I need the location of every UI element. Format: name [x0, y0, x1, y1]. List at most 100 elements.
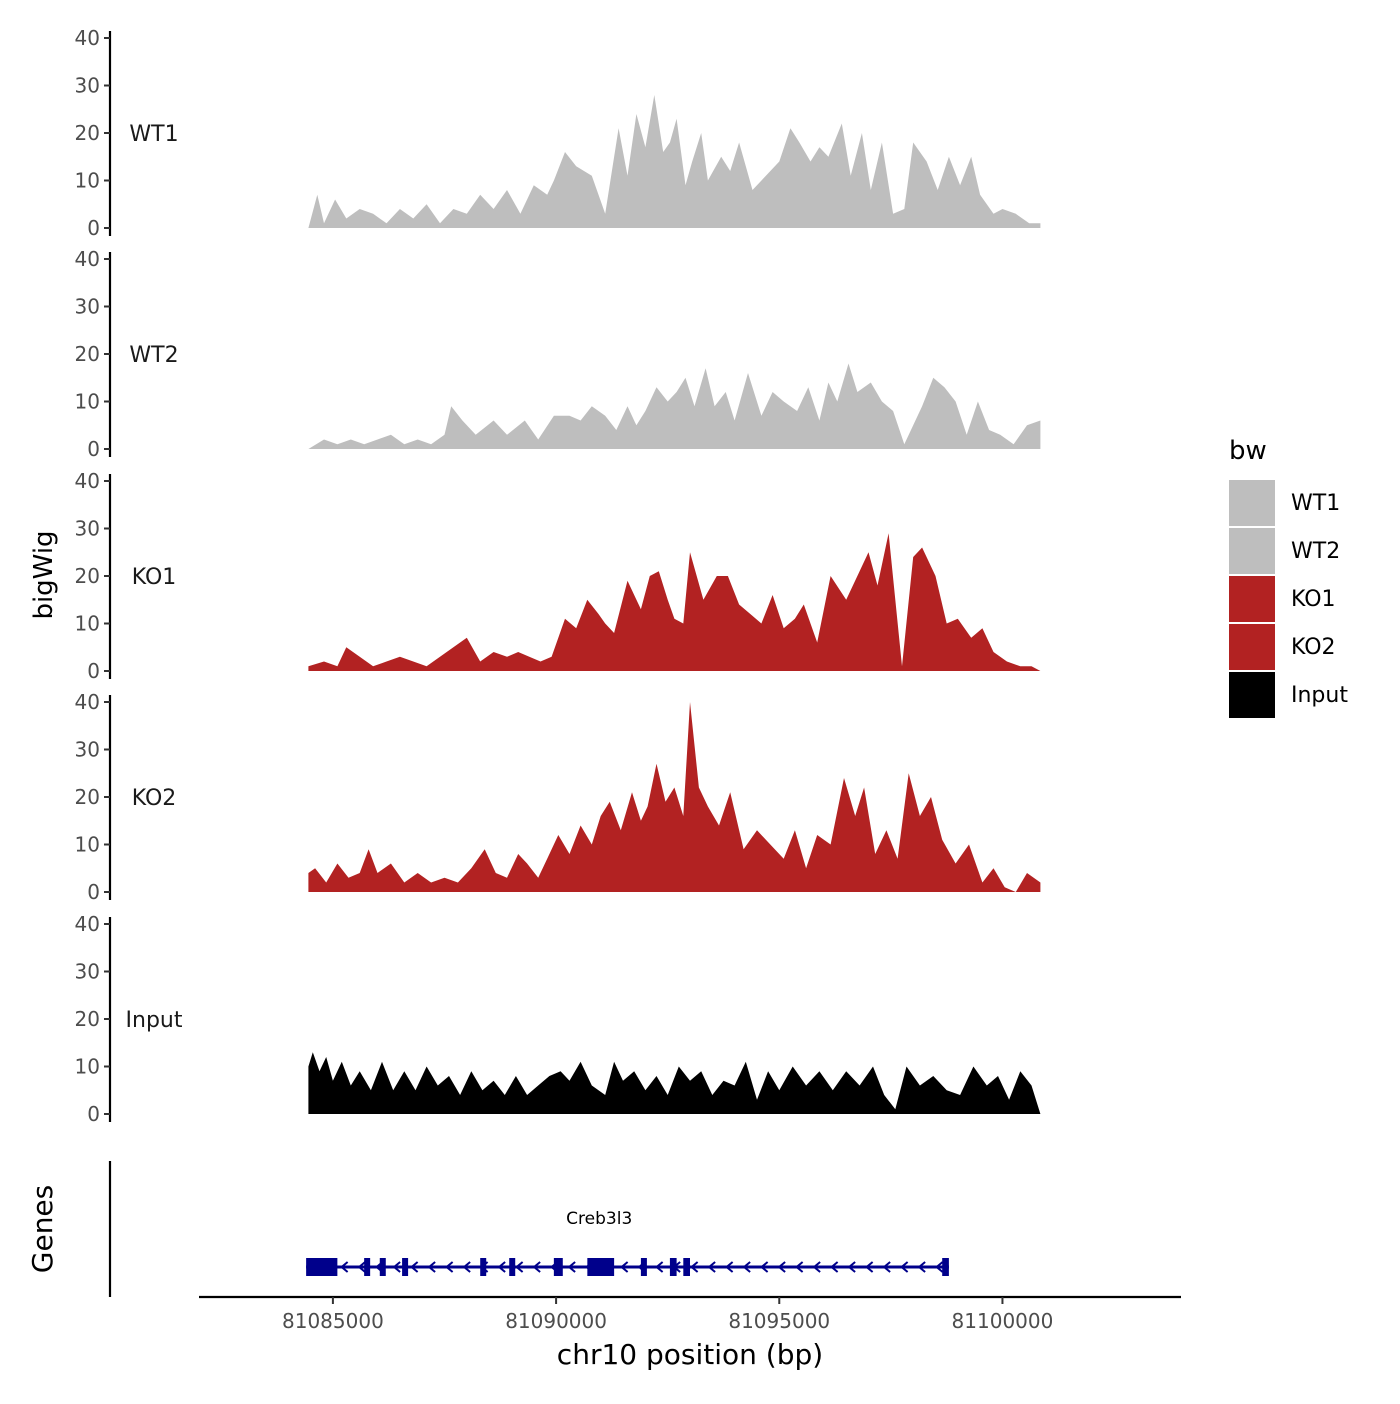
legend-label-ko2: KO2: [1291, 635, 1336, 660]
legend-swatch-wt2: [1229, 528, 1275, 574]
x-axis-title: chr10 position (bp): [557, 1338, 823, 1371]
y-tick-label: 40: [75, 912, 100, 936]
strand-arrow: [760, 1261, 769, 1273]
gene-exon: [640, 1258, 647, 1276]
strand-arrow: [445, 1261, 454, 1273]
strand-arrow: [690, 1261, 699, 1273]
signal-area-wt2: [308, 363, 1041, 449]
y-tick-label: 20: [75, 342, 100, 366]
signal-area-wt1: [308, 95, 1041, 228]
tracks-layer: 0 10 20 30 40 WT1 0 10 20 30 40 WT2 0 10 20 30 40 KO1 0 10 2…: [75, 26, 1041, 1126]
y-tick-label: 20: [75, 564, 100, 588]
gene-exon: [553, 1258, 563, 1276]
strand-arrow: [357, 1261, 366, 1273]
track-wt2: 0 10 20 30 40 WT2: [75, 247, 1041, 461]
strand-arrow: [340, 1261, 349, 1273]
gene-exon: [379, 1258, 386, 1276]
strand-arrow: [935, 1261, 944, 1273]
signal-area-input: [308, 1052, 1041, 1114]
track-ko2: 0 10 20 30 40 KO2: [75, 690, 1041, 904]
track-wt1: 0 10 20 30 40 WT1: [75, 26, 1041, 240]
track-ko1: 0 10 20 30 40 KO1: [75, 469, 1041, 683]
y-tick-label: 30: [75, 960, 100, 984]
y-tick-label: 20: [75, 785, 100, 809]
y-tick-label: 30: [75, 74, 100, 98]
genes-track-title: Genes: [26, 1185, 59, 1273]
strand-arrow: [725, 1261, 734, 1273]
legend-label-wt1: WT1: [1291, 491, 1340, 516]
track-label: KO2: [132, 786, 177, 811]
y-tick-label: 0: [87, 216, 100, 240]
y-tick-label: 10: [75, 390, 100, 414]
y-tick-label: 20: [75, 121, 100, 145]
y-tick-label: 20: [75, 1007, 100, 1031]
gene-exon: [402, 1258, 409, 1276]
x-tick-label: 81095000: [728, 1309, 830, 1333]
strand-arrow: [742, 1261, 751, 1273]
y-tick-label: 30: [75, 738, 100, 762]
strand-arrow: [567, 1261, 576, 1273]
y-tick-label: 40: [75, 690, 100, 714]
strand-arrow: [532, 1261, 541, 1273]
strand-arrow: [707, 1261, 716, 1273]
strand-arrow: [392, 1261, 401, 1273]
gene-exon: [509, 1258, 516, 1276]
gene-exon: [480, 1258, 487, 1276]
strand-arrow: [900, 1261, 909, 1273]
y-tick-label: 0: [87, 659, 100, 683]
y-tick-label: 30: [75, 517, 100, 541]
gene-exon: [306, 1258, 338, 1276]
legend: bw WT1 WT2 KO1 KO2 Input: [1229, 436, 1348, 718]
track-label: WT1: [129, 122, 178, 147]
track-label: Input: [126, 1008, 183, 1033]
strand-arrow: [830, 1261, 839, 1273]
gene-exon: [942, 1258, 949, 1276]
strand-arrow: [655, 1261, 664, 1273]
strand-arrow: [812, 1261, 821, 1273]
strand-arrow: [427, 1261, 436, 1273]
legend-label-wt2: WT2: [1291, 539, 1340, 564]
y-tick-label: 0: [87, 1102, 100, 1126]
x-tick-label: 81085000: [282, 1309, 384, 1333]
gene-exon: [364, 1258, 371, 1276]
strand-arrow: [882, 1261, 891, 1273]
track-input: 0 10 20 30 40 Input: [75, 912, 1041, 1126]
gene-exon: [669, 1258, 677, 1276]
signal-area-ko2: [308, 702, 1041, 892]
gene-track: Creb3l3: [108, 1161, 949, 1297]
strand-arrow: [462, 1261, 471, 1273]
legend-title: bw: [1229, 436, 1267, 466]
y-axis-title: bigWig: [29, 530, 59, 619]
gene-name-label: Creb3l3: [566, 1209, 632, 1229]
strand-arrow: [847, 1261, 856, 1273]
y-tick-label: 10: [75, 833, 100, 857]
legend-swatch-ko2: [1229, 624, 1275, 670]
signal-area-ko1: [308, 533, 1041, 671]
legend-label-input: Input: [1291, 683, 1348, 708]
legend-swatch-input: [1229, 672, 1275, 718]
y-tick-label: 0: [87, 880, 100, 904]
x-axis: 81085000 81090000 81095000 81100000: [199, 1295, 1181, 1333]
y-tick-label: 10: [75, 612, 100, 636]
strand-arrow: [497, 1261, 506, 1273]
x-tick-label: 81100000: [952, 1309, 1054, 1333]
y-tick-label: 30: [75, 295, 100, 319]
strand-arrow: [917, 1261, 926, 1273]
track-label: WT2: [129, 343, 178, 368]
strand-arrow: [865, 1261, 874, 1273]
x-tick-label: 81090000: [505, 1309, 607, 1333]
strand-arrow: [777, 1261, 786, 1273]
gene-exon: [587, 1258, 615, 1276]
legend-label-ko1: KO1: [1291, 587, 1336, 612]
legend-swatch-wt1: [1229, 480, 1275, 526]
y-tick-label: 40: [75, 26, 100, 50]
strand-arrow: [620, 1261, 629, 1273]
strand-arrow: [410, 1261, 419, 1273]
y-tick-label: 40: [75, 469, 100, 493]
y-tick-label: 10: [75, 169, 100, 193]
strand-arrow: [795, 1261, 804, 1273]
y-tick-label: 10: [75, 1055, 100, 1079]
legend-swatch-ko1: [1229, 576, 1275, 622]
